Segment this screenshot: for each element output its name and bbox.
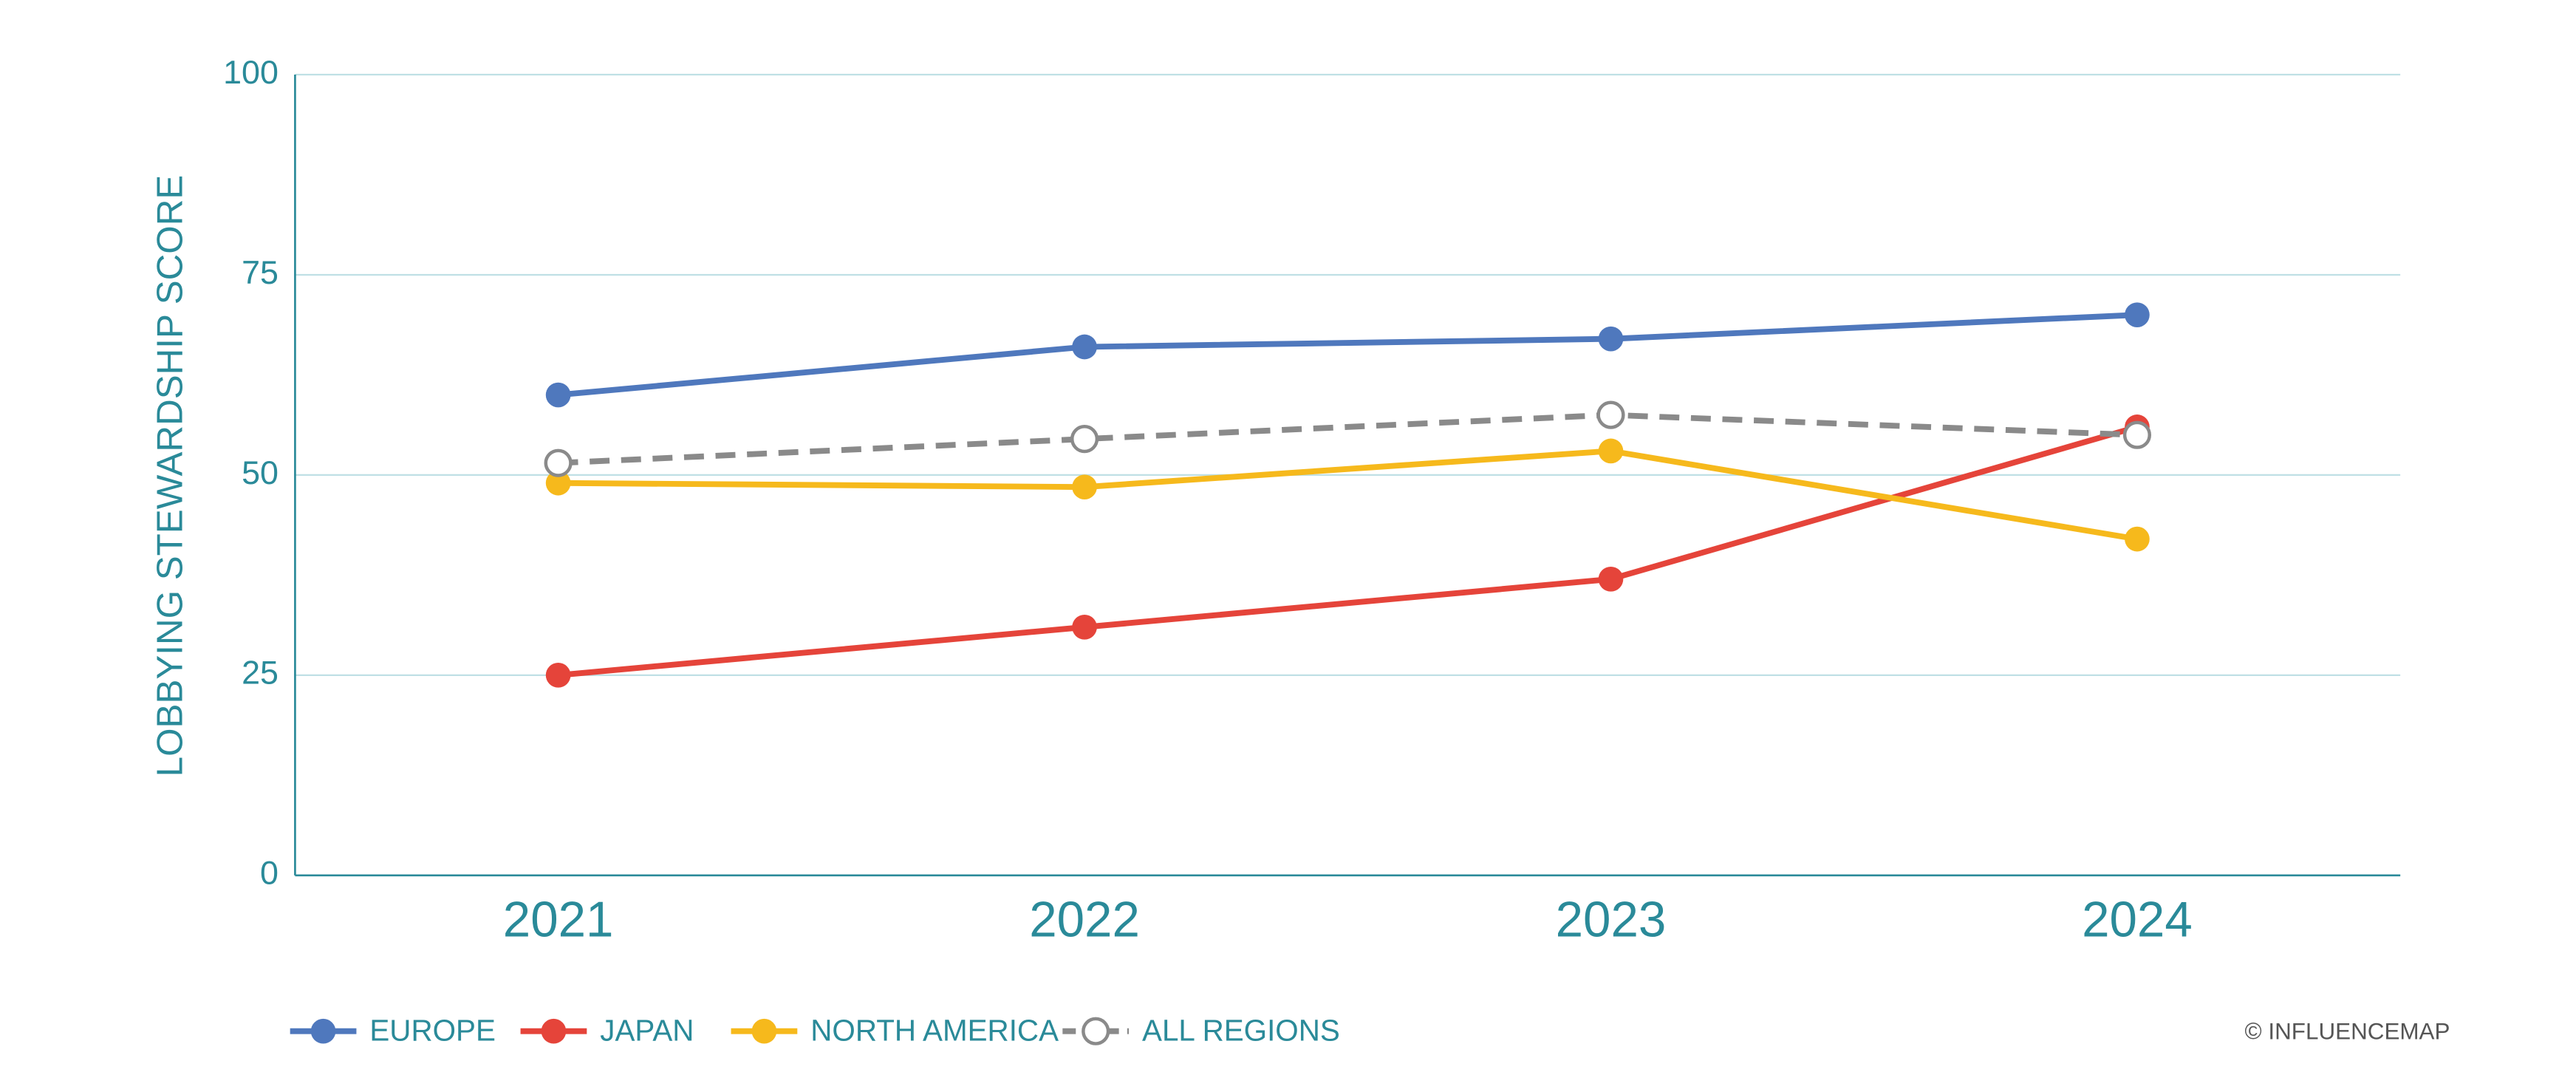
data-point [1598,566,1624,592]
series-line [558,312,2138,398]
x-tick-label: 2021 [503,893,614,948]
legend-label: ALL REGIONS [1142,1014,1340,1048]
data-point [1072,614,1097,640]
x-tick-label: 2022 [1029,893,1140,948]
legend-item: EUROPE [290,1014,496,1048]
legend-marker [751,1018,777,1044]
legend-item: ALL REGIONS [1062,1014,1340,1048]
data-point [1596,400,1625,429]
data-point [1072,474,1097,499]
data-point [545,663,571,688]
data-point [2122,420,2152,449]
data-point [1598,326,1624,352]
series-line [558,448,2138,542]
series-line [558,412,2138,466]
legend-item: JAPAN [520,1014,694,1048]
legend-label: NORTH AMERICA [810,1014,1059,1048]
x-tick-label: 2023 [1556,893,1667,948]
legend-label: EUROPE [369,1014,496,1048]
y-tick-label: 100 [223,53,279,91]
y-tick-label: 50 [242,454,279,491]
series-line [558,424,2139,678]
legend-marker [310,1018,336,1044]
data-point [1070,425,1099,454]
data-point [2125,302,2150,327]
legend-label: JAPAN [600,1014,694,1048]
legend-marker [541,1018,567,1044]
legend-marker [1082,1017,1110,1045]
data-point [1072,334,1097,360]
y-axis-label: LOBBYING STEWARDSHIP SCORE [149,175,190,777]
data-point [545,382,571,408]
legend-item: NORTH AMERICA [731,1014,1059,1048]
data-point [544,448,573,477]
credit: © INFLUENCEMAP [2245,1018,2450,1044]
data-point [545,470,571,496]
y-tick-label: 25 [242,654,279,692]
y-tick-label: 0 [260,854,279,892]
x-tick-label: 2024 [2082,893,2193,948]
data-point [2125,526,2150,552]
y-tick-label: 75 [242,253,279,291]
data-point [1598,438,1624,464]
